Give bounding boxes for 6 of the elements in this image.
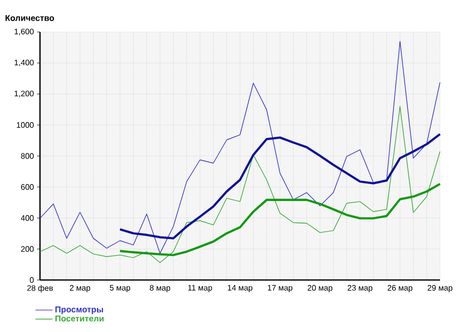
line-series — [118, 133, 442, 240]
line-series — [40, 40, 440, 254]
line-series — [40, 106, 440, 263]
legend-label: Просмотры — [55, 306, 103, 314]
legend-label: Посетители — [55, 316, 104, 322]
y-axis-title: Количество — [6, 15, 54, 21]
